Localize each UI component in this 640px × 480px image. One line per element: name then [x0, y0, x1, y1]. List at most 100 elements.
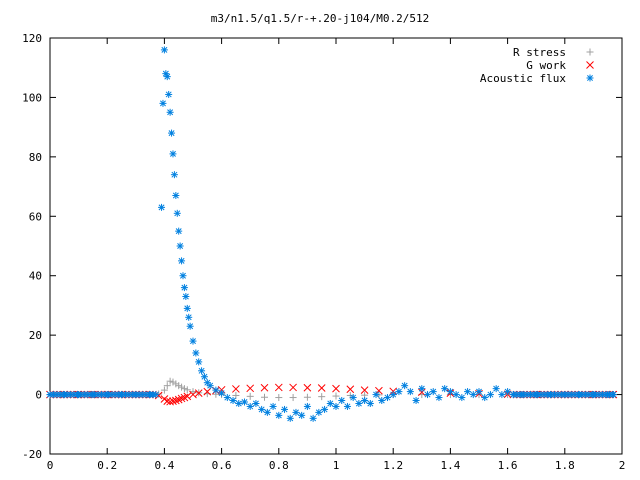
data-point — [418, 385, 426, 393]
data-point — [429, 388, 437, 396]
data-point — [180, 385, 188, 393]
data-point — [361, 397, 369, 405]
data-point — [435, 394, 443, 402]
data-point — [446, 388, 454, 396]
data-point — [186, 322, 194, 330]
legend-label: G work — [526, 59, 566, 72]
data-point — [475, 388, 483, 396]
data-point — [189, 390, 197, 399]
data-point — [240, 398, 248, 406]
y-tick-label: 0 — [35, 389, 42, 402]
data-point — [406, 388, 414, 396]
data-point — [165, 90, 173, 98]
x-tick-label: 1 — [333, 459, 340, 472]
data-point — [235, 399, 243, 407]
data-point — [338, 397, 346, 405]
data-point — [332, 384, 340, 393]
data-point — [298, 411, 306, 419]
data-point — [183, 304, 191, 312]
data-point — [223, 394, 231, 402]
x-tick-label: 1.4 — [440, 459, 460, 472]
data-point — [486, 391, 494, 399]
data-point — [303, 393, 311, 401]
data-point — [163, 382, 171, 390]
data-point — [286, 414, 294, 422]
data-point — [321, 405, 329, 413]
data-point — [378, 397, 386, 405]
legend-marker — [586, 74, 594, 82]
data-point — [232, 385, 240, 393]
data-point — [492, 385, 500, 393]
data-point — [274, 383, 283, 392]
y-tick-label: 40 — [29, 270, 42, 283]
data-point — [609, 391, 617, 399]
data-point — [166, 108, 174, 116]
data-point — [315, 408, 323, 416]
data-point — [260, 383, 269, 392]
data-point — [355, 399, 363, 407]
data-point — [281, 405, 289, 413]
data-point — [252, 399, 260, 407]
data-point — [175, 227, 183, 235]
data-point — [159, 99, 167, 107]
data-point — [163, 397, 172, 405]
series-layer — [46, 46, 618, 422]
data-point — [346, 385, 355, 394]
data-point — [424, 391, 432, 399]
x-tick-label: 0.2 — [97, 459, 117, 472]
y-tick-label: 20 — [29, 329, 42, 342]
y-tick-label: 120 — [22, 32, 42, 45]
data-point — [176, 242, 184, 250]
y-tick-label: 80 — [29, 151, 42, 164]
data-point — [179, 272, 187, 280]
data-point — [389, 391, 397, 399]
data-point — [401, 382, 409, 390]
data-point — [303, 383, 312, 392]
data-point — [178, 257, 186, 265]
data-point — [246, 384, 255, 393]
data-point — [158, 203, 166, 211]
data-point — [504, 388, 512, 396]
data-point — [275, 394, 283, 402]
data-point — [326, 399, 334, 407]
chart-title: m3/n1.5/q1.5/r-+.20-j104/M0.2/512 — [211, 12, 430, 25]
data-point — [175, 382, 183, 390]
data-point — [203, 387, 212, 396]
data-point — [218, 389, 226, 397]
data-point — [246, 392, 254, 400]
legend-label: R stress — [513, 46, 566, 59]
data-point — [183, 386, 191, 394]
data-point — [200, 373, 208, 381]
data-point — [170, 171, 178, 179]
data-point — [169, 378, 177, 386]
data-point — [343, 402, 351, 410]
data-point — [464, 388, 472, 396]
x-tick-label: 0 — [47, 459, 54, 472]
data-point — [318, 393, 326, 401]
data-point — [269, 402, 277, 410]
data-point — [177, 394, 186, 403]
x-tick-label: 0.6 — [212, 459, 232, 472]
data-point — [366, 399, 374, 407]
legend-label: Acoustic flux — [480, 72, 566, 85]
data-point — [195, 358, 203, 366]
data-point — [383, 394, 391, 402]
data-point — [309, 414, 317, 422]
data-point — [149, 391, 157, 399]
data-point — [163, 73, 171, 81]
data-point — [232, 391, 240, 399]
axis-ticks: 0 0.2 0.4 0.6 0.8 1 1.2 1.4 1.6 1.8 2 -20 0 20 40 60 80 1… — [22, 32, 625, 472]
data-point — [395, 388, 403, 396]
x-tick-label: 0.4 — [154, 459, 174, 472]
data-point — [169, 397, 177, 405]
data-point — [332, 392, 340, 400]
x-tick-label: 1.8 — [555, 459, 575, 472]
data-point — [412, 397, 420, 405]
data-point — [441, 385, 449, 393]
data-point — [180, 284, 188, 292]
data-point — [481, 394, 489, 402]
data-point — [469, 391, 477, 399]
x-tick-label: 1.2 — [383, 459, 403, 472]
data-point — [160, 46, 168, 54]
